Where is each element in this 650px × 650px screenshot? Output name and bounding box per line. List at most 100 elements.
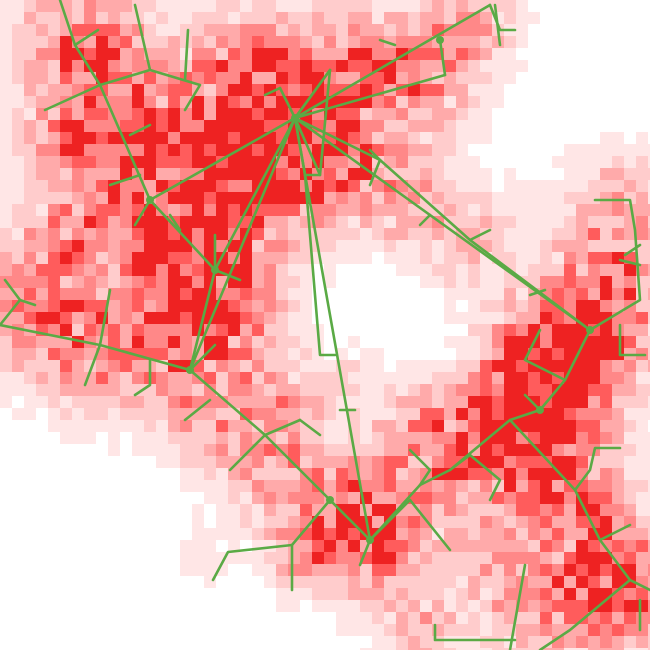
network-segment [183, 398, 212, 422]
heat-cell [324, 48, 336, 60]
heat-cell [168, 60, 180, 72]
heat-cell [612, 516, 624, 528]
heat-cell [216, 372, 228, 384]
heat-cell [624, 276, 636, 288]
heat-cell [480, 312, 492, 324]
heat-cell [180, 444, 192, 456]
heat-cell [216, 144, 228, 156]
heat-cell [564, 348, 576, 360]
heat-cell [300, 384, 312, 396]
heat-cell [624, 396, 636, 408]
heat-cell [168, 168, 180, 180]
heat-cell [516, 396, 528, 408]
heat-cell [0, 84, 12, 96]
heat-cell [468, 48, 480, 60]
network-node [146, 196, 154, 204]
heat-cell [480, 24, 492, 36]
heat-cell [156, 12, 168, 24]
heat-cell [156, 156, 168, 168]
heat-cell [36, 360, 48, 372]
heat-cell [252, 516, 264, 528]
heat-cell [564, 564, 576, 576]
heat-cell [624, 384, 636, 396]
heat-cell [0, 348, 12, 360]
heat-cell [528, 564, 540, 576]
heat-cell [612, 300, 624, 312]
heat-cell [516, 12, 528, 24]
heat-cell [480, 360, 492, 372]
heat-cell [216, 12, 228, 24]
heat-cell [540, 372, 552, 384]
heat-cell [444, 36, 456, 48]
heat-cell [12, 156, 24, 168]
heat-cell [168, 144, 180, 156]
heat-cell [528, 444, 540, 456]
heat-cell [648, 336, 650, 348]
heat-cell [336, 24, 348, 36]
heat-cell [204, 348, 216, 360]
heat-cell [144, 252, 156, 264]
heat-cell [120, 192, 132, 204]
heat-cell [420, 372, 432, 384]
heat-cell [180, 348, 192, 360]
heat-cell [504, 396, 516, 408]
heat-cell [432, 504, 444, 516]
heat-cell [492, 384, 504, 396]
heat-cell [492, 216, 504, 228]
heat-cell [492, 492, 504, 504]
heat-cell [648, 324, 650, 336]
heat-cell [648, 240, 650, 252]
heat-cell [480, 36, 492, 48]
heat-cell [348, 492, 360, 504]
network-segment [618, 323, 647, 357]
heat-cell [372, 528, 384, 540]
heat-cell [468, 360, 480, 372]
network-node [366, 536, 374, 544]
heat-cell [312, 348, 324, 360]
heat-cell [420, 420, 432, 432]
heat-cell [552, 408, 564, 420]
heat-cell [216, 432, 228, 444]
heat-cell [60, 240, 72, 252]
heat-cell [360, 84, 372, 96]
heat-cell [300, 72, 312, 84]
heat-cell [336, 432, 348, 444]
heat-cell [192, 216, 204, 228]
heat-cell [36, 204, 48, 216]
heat-cell [288, 384, 300, 396]
heat-cell [252, 468, 264, 480]
heat-cell [180, 432, 192, 444]
heat-cell [288, 72, 300, 84]
heat-cell [264, 48, 276, 60]
heat-cell [156, 216, 168, 228]
heat-cell [372, 432, 384, 444]
heat-cell [336, 540, 348, 552]
heat-cell [552, 432, 564, 444]
heat-cell [648, 492, 650, 504]
heat-cell [384, 96, 396, 108]
heat-cell [24, 144, 36, 156]
heat-cell [348, 336, 360, 348]
heat-cell [636, 540, 648, 552]
heat-cell [372, 456, 384, 468]
heat-cell [372, 192, 384, 204]
network-segment [133, 3, 152, 72]
heat-cell [552, 444, 564, 456]
heat-cell [432, 420, 444, 432]
heat-cell [408, 108, 420, 120]
heat-cell [168, 96, 180, 108]
heat-cell [276, 216, 288, 228]
heat-cell [336, 564, 348, 576]
heat-cell [336, 528, 348, 540]
heat-cell [240, 96, 252, 108]
heat-cell [216, 0, 228, 12]
heat-cell [396, 132, 408, 144]
heat-cell [624, 336, 636, 348]
heat-cell [492, 456, 504, 468]
heat-cell [636, 468, 648, 480]
heat-cell [120, 384, 132, 396]
heat-cell [108, 84, 120, 96]
network-segment [148, 68, 202, 112]
heat-cell [600, 336, 612, 348]
heat-cell [312, 408, 324, 420]
